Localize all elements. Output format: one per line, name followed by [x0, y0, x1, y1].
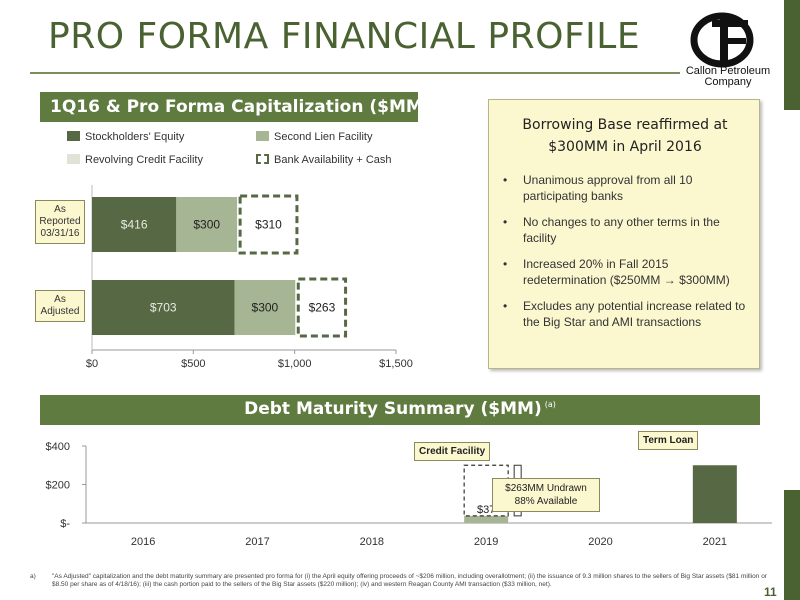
- bar-term-loan: [692, 465, 737, 523]
- undrawn-line2: 88% Available: [514, 496, 578, 507]
- legend-swatch-second-lien: [256, 131, 269, 141]
- term-loan-label: Term Loan: [638, 431, 699, 450]
- borrowing-base-bullets: • Unanimous approval from all 10 particip…: [497, 172, 753, 340]
- legend-item-equity: Stockholders' Equity: [67, 131, 184, 143]
- bar-segment: [234, 280, 296, 335]
- bar-label: $300: [193, 218, 220, 232]
- title-divider: [30, 72, 680, 74]
- logo-text-line2: Company: [704, 76, 752, 88]
- row-label-as-reported: As Reported 03/31/16: [35, 200, 85, 244]
- bullet-text: Increased 20% in Fall 2015 redeterminati…: [523, 257, 730, 287]
- logo-derrick-base: [728, 38, 746, 44]
- legend-swatch-equity: [67, 131, 80, 141]
- footnote: a) "As Adjusted" capitalization and the …: [30, 573, 770, 589]
- y-tick-label: $-: [60, 518, 70, 530]
- capitalization-header-text: 1Q16 & Pro Forma Capitalization ($MM): [50, 97, 431, 117]
- page-title: PRO FORMA FINANCIAL PROFILE: [48, 16, 641, 57]
- bar-label: $703: [150, 301, 177, 315]
- bullet-text: Excludes any potential increase related …: [523, 299, 746, 329]
- bar-segment: [92, 280, 235, 335]
- borrowing-base-title-line1: Borrowing Base reaffirmed at: [522, 117, 728, 133]
- bar-label: $263: [309, 301, 336, 315]
- bullet-text: No changes to any other terms in the fac…: [523, 215, 720, 245]
- undrawn-line1: $263MM Undrawn: [505, 483, 587, 494]
- row-label-as-adjusted: As Adjusted: [35, 290, 85, 322]
- bar-segment: [92, 197, 177, 252]
- x-tick-label: 2021: [703, 536, 727, 548]
- undrawn-callout: $263MM Undrawn 88% Available: [492, 478, 600, 512]
- bullet-item: • Unanimous approval from all 10 particip…: [497, 172, 753, 204]
- bullet-text: Unanimous approval from all 10 participa…: [523, 173, 693, 203]
- y-tick-label: $400: [46, 441, 70, 453]
- x-tick-label: $500: [181, 358, 205, 370]
- logo-derrick-post: [720, 14, 728, 66]
- bullet-mark: •: [503, 215, 508, 229]
- legend-label-bank-availability: Bank Availability + Cash: [274, 154, 392, 166]
- bar-label: $300: [252, 301, 279, 315]
- legend-swatch-bank-availability: [256, 154, 269, 164]
- bar-label: $416: [121, 218, 148, 232]
- page-number: 11: [764, 585, 777, 599]
- credit-facility-label: Credit Facility: [414, 442, 491, 461]
- bar-segment: [176, 197, 238, 252]
- logo-wordmark: Callon Petroleum Company: [678, 66, 778, 88]
- debt-maturity-header-text: Debt Maturity Summary ($MM): [244, 399, 542, 419]
- y-tick-label: $200: [46, 480, 70, 492]
- x-tick-label: 2020: [588, 536, 612, 548]
- x-tick-label: $1,500: [379, 358, 413, 370]
- x-tick-label: $1,000: [278, 358, 312, 370]
- bar-credit-facility: [464, 515, 509, 523]
- legend-item-revolver: Revolving Credit Facility: [67, 154, 203, 166]
- bullet-mark: •: [503, 173, 508, 187]
- bullet-item: • Increased 20% in Fall 2015 redeterminat…: [497, 256, 753, 288]
- capitalization-header-note: (a): [433, 98, 445, 108]
- bar-label: $310: [255, 218, 282, 232]
- bullet-item: • Excludes any potential increase related…: [497, 298, 753, 330]
- legend-item-second-lien: Second Lien Facility: [256, 131, 372, 143]
- borrowing-base-title-line2: $300MM in April 2016: [548, 139, 702, 155]
- footnote-mark: a): [30, 573, 36, 580]
- x-tick-label: 2016: [131, 536, 155, 548]
- bar-bank-availability: [238, 194, 299, 255]
- legend-label-revolver: Revolving Credit Facility: [85, 154, 203, 166]
- bar-bank-availability: [296, 277, 348, 338]
- x-tick-label: 2017: [245, 536, 269, 548]
- legend-label-second-lien: Second Lien Facility: [274, 131, 373, 143]
- x-tick-label: 2018: [360, 536, 384, 548]
- bullet-mark: •: [503, 299, 508, 313]
- bullet-mark: •: [503, 257, 508, 271]
- capitalization-header: 1Q16 & Pro Forma Capitalization ($MM) (a): [40, 92, 445, 122]
- logo-derrick-arm: [712, 20, 748, 27]
- edge-strip-top: [784, 0, 800, 110]
- borrowing-base-title: Borrowing Base reaffirmed at $300MM in A…: [489, 114, 761, 158]
- company-logo: [690, 12, 754, 68]
- footnote-text: "As Adjusted" capitalization and the deb…: [52, 573, 767, 588]
- legend-label-equity: Stockholders' Equity: [85, 131, 185, 143]
- x-tick-label: 2019: [474, 536, 498, 548]
- logo-text-line1: Callon Petroleum: [685, 65, 771, 77]
- x-tick-label: $0: [86, 358, 98, 370]
- debt-maturity-header: Debt Maturity Summary ($MM) (a): [40, 395, 760, 425]
- debt-maturity-header-note: (a): [544, 400, 556, 410]
- bullet-item: • No changes to any other terms in the fa…: [497, 214, 753, 246]
- edge-strip-bottom: [784, 490, 800, 600]
- legend-item-bank-availability: Bank Availability + Cash: [256, 154, 392, 166]
- borrowing-base-callout: Borrowing Base reaffirmed at $300MM in A…: [488, 99, 760, 369]
- legend-swatch-revolver: [67, 154, 80, 164]
